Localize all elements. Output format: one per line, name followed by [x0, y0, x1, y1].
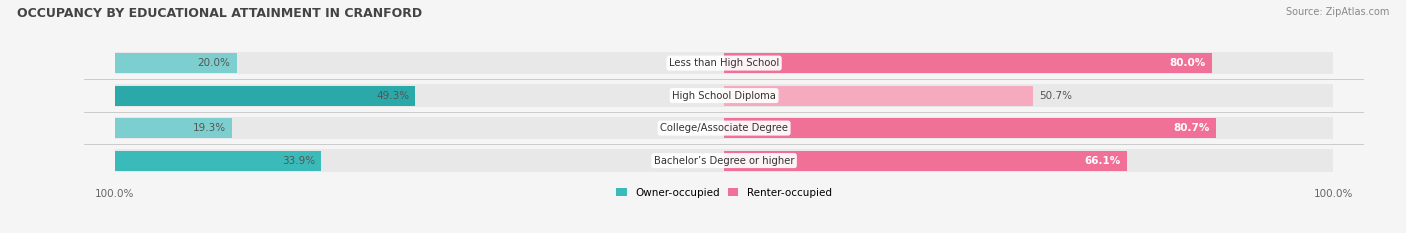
Text: 33.9%: 33.9%	[283, 156, 315, 166]
Bar	[115, 117, 1333, 140]
Bar	[115, 53, 236, 73]
Bar	[115, 84, 1333, 107]
Bar	[724, 118, 1216, 138]
Text: High School Diploma: High School Diploma	[672, 91, 776, 101]
Text: Bachelor’s Degree or higher: Bachelor’s Degree or higher	[654, 156, 794, 166]
Bar	[724, 151, 1126, 171]
Text: 80.0%: 80.0%	[1170, 58, 1205, 68]
Text: 66.1%: 66.1%	[1084, 156, 1121, 166]
Bar	[115, 52, 1333, 75]
Text: 49.3%: 49.3%	[375, 91, 409, 101]
Bar	[115, 118, 232, 138]
Text: College/Associate Degree: College/Associate Degree	[659, 123, 789, 133]
Bar	[724, 86, 1033, 106]
Text: 80.7%: 80.7%	[1173, 123, 1209, 133]
Text: 50.7%: 50.7%	[1039, 91, 1073, 101]
Text: Source: ZipAtlas.com: Source: ZipAtlas.com	[1285, 7, 1389, 17]
Legend: Owner-occupied, Renter-occupied: Owner-occupied, Renter-occupied	[612, 183, 837, 202]
Bar	[115, 86, 415, 106]
Bar	[724, 53, 1212, 73]
Bar	[115, 149, 1333, 172]
Text: 19.3%: 19.3%	[193, 123, 226, 133]
Text: OCCUPANCY BY EDUCATIONAL ATTAINMENT IN CRANFORD: OCCUPANCY BY EDUCATIONAL ATTAINMENT IN C…	[17, 7, 422, 20]
Text: Less than High School: Less than High School	[669, 58, 779, 68]
Text: 20.0%: 20.0%	[198, 58, 231, 68]
Bar	[115, 151, 322, 171]
